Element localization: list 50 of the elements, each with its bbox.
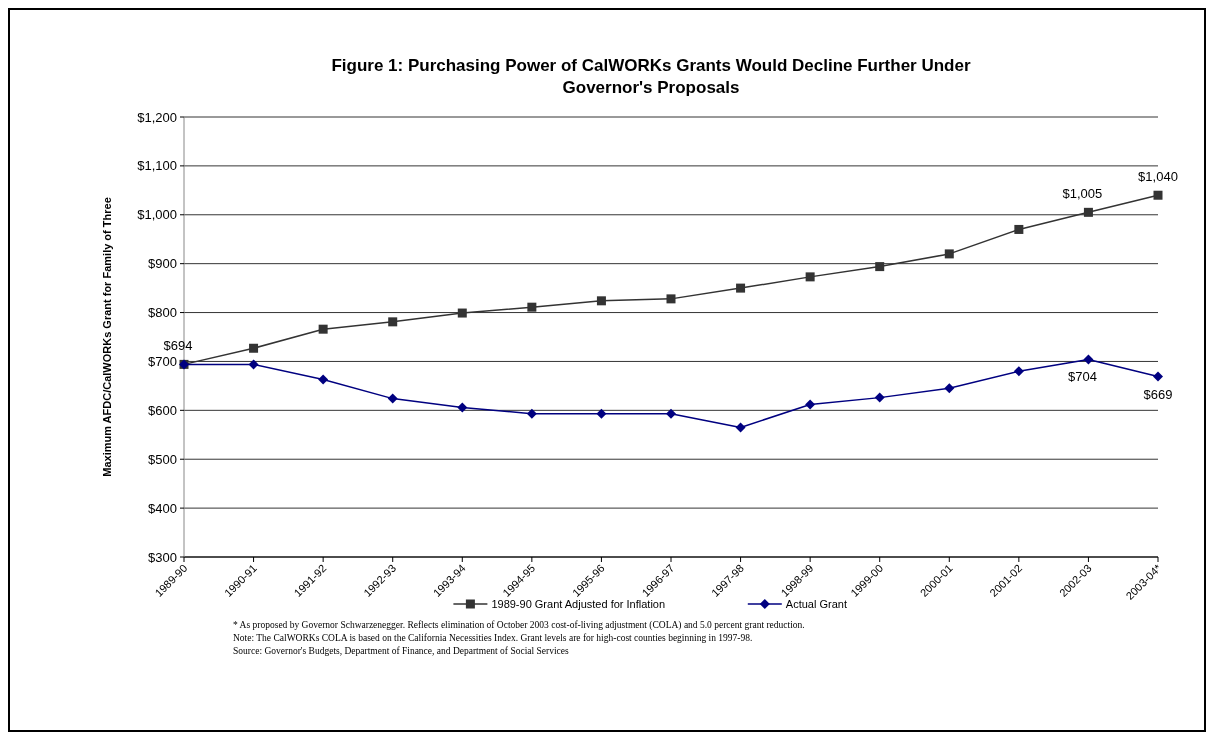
point xyxy=(944,383,955,394)
y-tick-label: $1,000 xyxy=(137,207,177,223)
point xyxy=(1083,207,1093,217)
text: Note: The CalWORKs COLA is based on the California Necessities Index. Grant levels are for high-cost counties beginning in 1997-98. xyxy=(233,633,753,643)
y-tick-label: $1,200 xyxy=(137,109,177,125)
point xyxy=(596,408,607,419)
point xyxy=(318,324,328,334)
text: * As proposed by Governor Schwarzenegger. Reflects elimination of October 2003 cost-of-living adjustment (COLA) and 5.0 percent grant reduction. xyxy=(233,620,805,631)
point xyxy=(1153,190,1163,200)
point xyxy=(318,374,329,385)
point xyxy=(249,343,259,353)
data-label: $694 xyxy=(163,338,193,354)
point xyxy=(944,249,954,259)
point xyxy=(1014,224,1024,234)
point xyxy=(526,408,537,419)
point xyxy=(666,294,676,304)
point xyxy=(1083,354,1094,365)
point xyxy=(248,359,259,370)
point xyxy=(875,262,885,272)
point xyxy=(805,272,815,282)
data-label: $1,005 xyxy=(1062,186,1103,202)
point xyxy=(388,317,398,327)
y-tick-label: $900 xyxy=(148,256,177,272)
y-axis-title: Maximum AFDC/CalWORKs Grant for Family of Three xyxy=(101,197,113,477)
point xyxy=(666,408,676,419)
chart-title: Figure 1: Purchasing Power of CalWORKs Grants Would Decline Further Under Governor's Proposals xyxy=(331,56,971,97)
y-tick-label: $500 xyxy=(148,451,177,467)
point xyxy=(736,283,746,293)
y-tick-label: $1,100 xyxy=(137,158,177,174)
y-tick-label: $600 xyxy=(148,402,177,418)
point xyxy=(596,296,606,306)
data-label: $669 xyxy=(1143,386,1173,402)
data-label: $704 xyxy=(1067,369,1097,385)
legend-label: Actual Grant xyxy=(785,597,847,610)
y-tick-label: $400 xyxy=(148,500,177,516)
source-note: Source: Governor's Budgets, Department of Finance, and Department of Social Services xyxy=(233,646,569,656)
y-tick-label: $300 xyxy=(148,549,177,565)
point xyxy=(457,402,468,413)
point xyxy=(874,392,885,403)
data-label: $1,040 xyxy=(1138,169,1178,185)
point xyxy=(527,302,537,312)
point xyxy=(805,399,816,410)
y-tick-label: $800 xyxy=(148,305,177,321)
point xyxy=(1153,371,1163,382)
point xyxy=(1013,366,1024,377)
point xyxy=(457,308,467,318)
point xyxy=(387,393,398,404)
legend-label: 1989-90 Grant Adjusted for Inflation xyxy=(491,597,666,610)
point xyxy=(735,422,746,433)
y-tick-label: $700 xyxy=(148,353,177,369)
